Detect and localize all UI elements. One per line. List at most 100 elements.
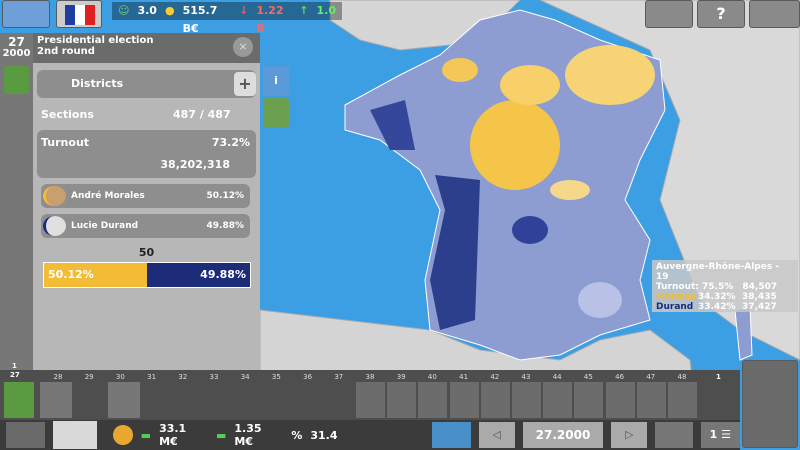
stats-bar: ☺ 3.0 ● 515.7 B€ ↓ 1.22 B ↑ 1.0 xyxy=(112,2,342,35)
timeline: 1 27 28 29 30 31 32 33 34 35 36 37 38 39 40 41 42 43 44 4… xyxy=(0,362,740,420)
filter-button[interactable] xyxy=(645,0,693,28)
end-marker: 1 xyxy=(716,373,721,381)
tooltip-row: Durand 33.42% 37,427 xyxy=(656,302,794,312)
expense: 1.35 M€ xyxy=(234,422,262,448)
day-slot[interactable] xyxy=(418,382,448,418)
candidate-portrait xyxy=(43,186,66,206)
region-dark xyxy=(430,175,480,330)
day-label: 37 xyxy=(334,373,344,381)
day-label: 28 xyxy=(53,373,63,381)
tooltip-percent: 33.42% xyxy=(698,302,736,312)
region-dark xyxy=(370,100,415,150)
day-label: 40 xyxy=(427,373,437,381)
day-slot[interactable] xyxy=(387,382,417,418)
side-column: 27 2000 xyxy=(0,33,33,370)
bar-left-label: 50.12% xyxy=(48,268,94,281)
candidate-portrait xyxy=(43,216,66,236)
president-icon[interactable] xyxy=(4,66,29,94)
globe-button[interactable] xyxy=(2,0,50,28)
prev-button[interactable]: ◁ xyxy=(479,422,515,448)
deficit: 1.22 B xyxy=(256,4,284,35)
day-label: 41 xyxy=(459,373,469,381)
flag-button[interactable] xyxy=(56,0,102,28)
deficit-icon: ↓ xyxy=(239,4,249,17)
current-marker-top: 1 xyxy=(12,362,17,370)
region-yellow xyxy=(442,58,478,82)
election-event[interactable] xyxy=(40,382,72,418)
tooltip-region: Auvergne-Rhône-Alpes - 19 xyxy=(656,262,780,282)
next-button[interactable]: ▷ xyxy=(611,422,647,448)
chat-button[interactable] xyxy=(655,422,693,448)
day-slot[interactable] xyxy=(636,382,666,418)
add-icon: + xyxy=(234,72,256,96)
president-event[interactable] xyxy=(4,382,34,418)
candidate-row[interactable]: Lucie Durand 49.88% xyxy=(41,214,250,238)
day-slot[interactable] xyxy=(449,382,479,418)
approval-icon: ☺ xyxy=(118,4,130,17)
election-panel: Presidential election 2nd round × Distri… xyxy=(33,33,260,370)
tooltip-name: Morales xyxy=(656,292,697,302)
treasury-icon: ● xyxy=(164,4,175,17)
turnout-votes: 38,202,318 xyxy=(160,158,230,171)
info-button[interactable]: i xyxy=(263,66,289,96)
list-count: 1 xyxy=(709,428,718,441)
list-button[interactable]: 1 ☰ xyxy=(700,422,740,448)
districts-button[interactable]: Districts + xyxy=(37,70,256,98)
sections-label: Sections xyxy=(41,108,94,121)
day-label: 30 xyxy=(115,373,125,381)
day-label: 31 xyxy=(147,373,157,381)
help-button[interactable]: ? xyxy=(697,0,745,28)
expense-icon: ▬ xyxy=(216,428,227,442)
day-label: 29 xyxy=(84,373,94,381)
flag xyxy=(65,5,95,25)
day-slot[interactable] xyxy=(480,382,510,418)
treasury: 515.7 B€ xyxy=(182,4,218,35)
result-bar: 50.12% 49.88% xyxy=(43,262,251,288)
report-button[interactable] xyxy=(263,98,289,128)
bar-right-label: 49.88% xyxy=(200,268,246,281)
bottom-bar: ▬ 33.1 M€ ▬ 1.35 M€ % 31.4 ◁ 27.2000 ▷ 1 ☰ xyxy=(0,420,740,450)
day-label: 46 xyxy=(615,373,625,381)
region-dark xyxy=(512,216,548,244)
day-label: 48 xyxy=(677,373,687,381)
tooltip-percent: 34.32% xyxy=(698,292,736,302)
map-button[interactable] xyxy=(431,422,471,448)
region-tooltip: Auvergne-Rhône-Alpes - 19 Turnout: 75.5%… xyxy=(652,260,798,312)
day-slot[interactable] xyxy=(605,382,635,418)
settings-button[interactable] xyxy=(749,0,800,28)
play-button[interactable] xyxy=(742,360,798,448)
day-label: 43 xyxy=(521,373,531,381)
day-label: 44 xyxy=(552,373,562,381)
day-slot[interactable] xyxy=(543,382,573,418)
candidate-percent: 49.88% xyxy=(206,221,245,231)
income: 33.1 M€ xyxy=(159,422,187,448)
rate: 31.4 xyxy=(310,428,338,442)
day-slot[interactable] xyxy=(512,382,541,418)
turnout-label: Turnout xyxy=(41,136,90,149)
income-icon: ▬ xyxy=(140,428,152,442)
day-label: 39 xyxy=(396,373,406,381)
day-slot[interactable] xyxy=(668,382,697,418)
region-yellow xyxy=(500,65,560,105)
parliament-event[interactable] xyxy=(108,382,140,418)
day-label: 42 xyxy=(490,373,500,381)
date-display: 27.2000 xyxy=(522,422,604,448)
day-slot[interactable] xyxy=(356,382,385,418)
tooltip-turnout-votes: 84,507 xyxy=(742,282,778,292)
sections-value: 487 / 487 xyxy=(173,108,231,121)
panel-subtitle: 2nd round xyxy=(37,46,95,57)
candidate-row[interactable]: André Morales 50.12% xyxy=(41,184,250,208)
turnout-box: Turnout 73.2% 38,202,318 xyxy=(37,130,256,178)
corsica xyxy=(734,304,753,361)
help-icon: ? xyxy=(716,4,726,23)
close-button[interactable]: × xyxy=(233,37,253,57)
day-label: 32 xyxy=(178,373,188,381)
tooltip-votes: 37,427 xyxy=(742,302,777,312)
leader-button[interactable] xyxy=(53,421,97,449)
growth: 1.0 xyxy=(316,4,337,17)
people-button[interactable] xyxy=(6,422,46,448)
day-slot[interactable] xyxy=(574,382,604,418)
region-yellow xyxy=(565,45,655,105)
day-label: 33 xyxy=(209,373,219,381)
